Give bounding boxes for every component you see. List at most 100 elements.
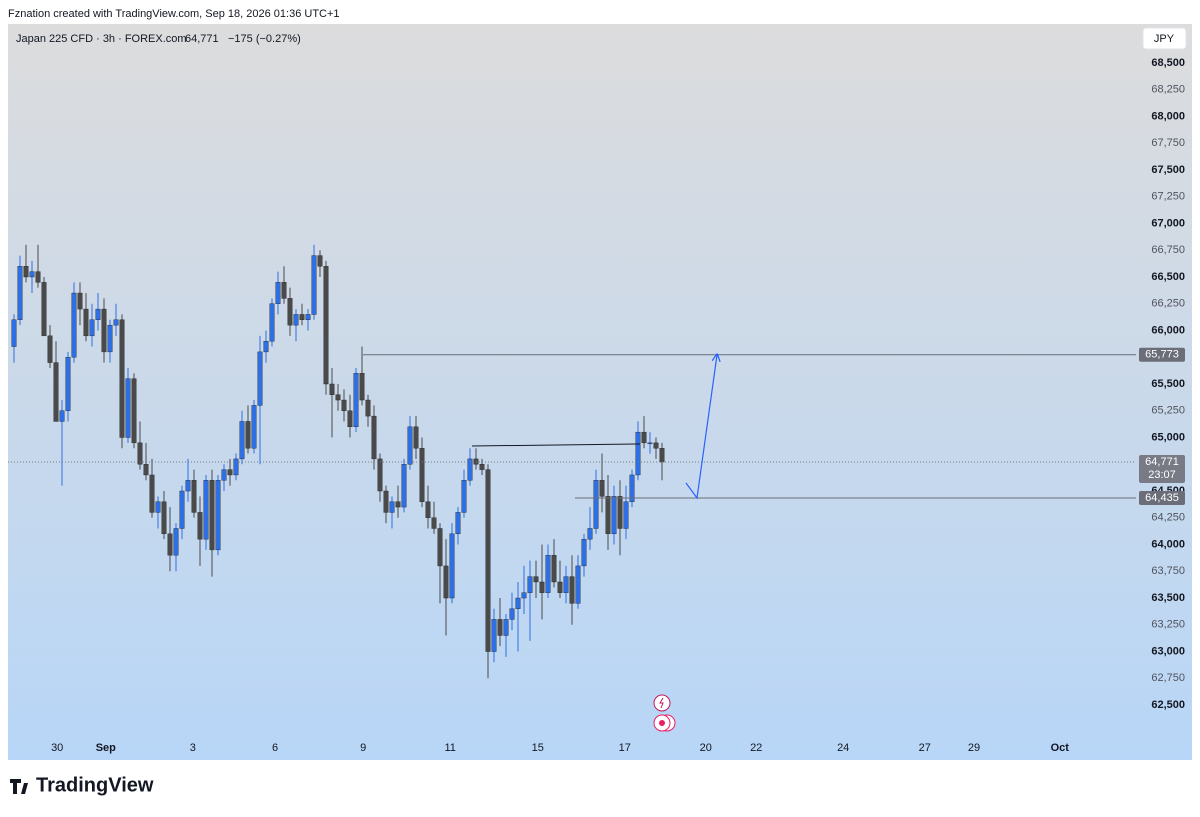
- y-tick-label: 63,500: [1151, 592, 1185, 604]
- candle-body: [575, 565, 581, 604]
- candle-body: [17, 266, 23, 320]
- candle-body: [509, 608, 515, 620]
- x-tick-label: 29: [968, 742, 980, 754]
- candle-body: [467, 458, 473, 481]
- x-tick-label: 6: [272, 742, 278, 754]
- y-tick-label: 67,750: [1151, 137, 1185, 149]
- x-tick-label: 22: [750, 742, 762, 754]
- candle-body: [605, 496, 611, 535]
- candle-body: [317, 255, 323, 267]
- candle-body: [29, 271, 35, 278]
- y-tick-label: 68,250: [1151, 84, 1185, 96]
- candle-body: [635, 431, 641, 476]
- candle-body: [557, 581, 563, 593]
- candle-body: [95, 308, 101, 320]
- currency[interactable]: JPY: [1154, 33, 1175, 45]
- x-tick-label: Sep: [96, 742, 116, 754]
- candle-body: [389, 501, 395, 513]
- candle-body: [119, 319, 125, 438]
- candle-body: [335, 394, 341, 401]
- x-tick-label: Oct: [1051, 742, 1070, 754]
- y-tick-label: 66,750: [1151, 244, 1185, 256]
- candle-body: [407, 426, 413, 465]
- candle-body: [209, 480, 215, 551]
- candle-body: [347, 410, 353, 428]
- y-tick-label: 67,500: [1151, 164, 1185, 176]
- candle-body: [11, 319, 17, 347]
- candle-body: [401, 464, 407, 508]
- x-tick-label: 24: [837, 742, 849, 754]
- event-icons[interactable]: [653, 694, 676, 732]
- candle-body: [569, 576, 575, 604]
- candle-body: [455, 512, 461, 535]
- x-tick-label: 30: [51, 742, 63, 754]
- candle-body: [287, 298, 293, 326]
- candle-body: [179, 490, 185, 529]
- candle-body: [155, 501, 161, 513]
- y-tick-label: 68,000: [1151, 110, 1185, 122]
- y-tick-label: 63,750: [1151, 565, 1185, 577]
- candle-body: [551, 555, 557, 583]
- footer-brand: TradingView: [36, 774, 154, 796]
- candle-body: [623, 501, 629, 529]
- candle-body: [101, 308, 107, 353]
- candle-body: [491, 619, 497, 652]
- y-tick-label: 67,250: [1151, 191, 1185, 203]
- y-tick-label: 63,250: [1151, 619, 1185, 631]
- currency-box[interactable]: [1142, 27, 1187, 50]
- candle-body: [485, 469, 491, 652]
- candle-body: [137, 442, 143, 465]
- level-box: [1139, 490, 1185, 505]
- candle-body: [245, 421, 251, 449]
- candle-body: [497, 619, 503, 636]
- candle-body: [233, 458, 239, 476]
- candle-body: [425, 501, 431, 518]
- candle-body: [197, 512, 203, 540]
- candle-body: [251, 405, 257, 449]
- candle-body: [659, 448, 665, 463]
- header-price: 64,771: [185, 33, 219, 45]
- y-tick-label: 64,250: [1151, 512, 1185, 524]
- candle-body: [587, 528, 593, 540]
- candle-body: [269, 303, 275, 342]
- candle-body: [527, 576, 533, 593]
- y-tick-label: 65,500: [1151, 378, 1185, 390]
- candle-body: [281, 282, 287, 299]
- candle-body: [581, 538, 587, 567]
- candle-body: [563, 576, 569, 593]
- candle-body: [47, 335, 53, 363]
- candle-body: [521, 592, 527, 599]
- candle-body: [41, 282, 47, 337]
- y-tick-label: 65,250: [1151, 405, 1185, 417]
- candle-body: [515, 597, 521, 609]
- x-tick-label: 17: [619, 742, 631, 754]
- projection-arrow: [685, 355, 717, 500]
- candle-body: [443, 565, 449, 599]
- candle-body: [53, 362, 59, 422]
- candle-body: [257, 351, 263, 406]
- candle-body: [353, 373, 359, 428]
- x-tick-label: 3: [190, 742, 196, 754]
- candle-body: [221, 469, 227, 481]
- last-price-label: 64,771: [1145, 456, 1179, 468]
- candle-body: [545, 555, 551, 593]
- header-change: −175 (−0.27%): [228, 33, 301, 45]
- y-tick-label: 66,250: [1151, 298, 1185, 310]
- candle-body: [419, 448, 425, 502]
- candle-body: [539, 581, 545, 593]
- candle-body: [593, 480, 599, 529]
- candle-body: [341, 399, 347, 411]
- countdown: 23:07: [1148, 469, 1176, 481]
- candle-body: [299, 314, 305, 320]
- y-tick-label: 65,000: [1151, 431, 1185, 443]
- candle-body: [395, 501, 401, 508]
- candle-body: [599, 480, 605, 497]
- candle-body: [275, 282, 281, 304]
- y-tick-label: 68,500: [1151, 57, 1185, 69]
- y-tick-label: 66,000: [1151, 324, 1185, 336]
- candle-body: [167, 533, 173, 556]
- x-tick-label: 20: [700, 742, 712, 754]
- candle-body: [125, 378, 131, 438]
- candle-body: [161, 501, 167, 535]
